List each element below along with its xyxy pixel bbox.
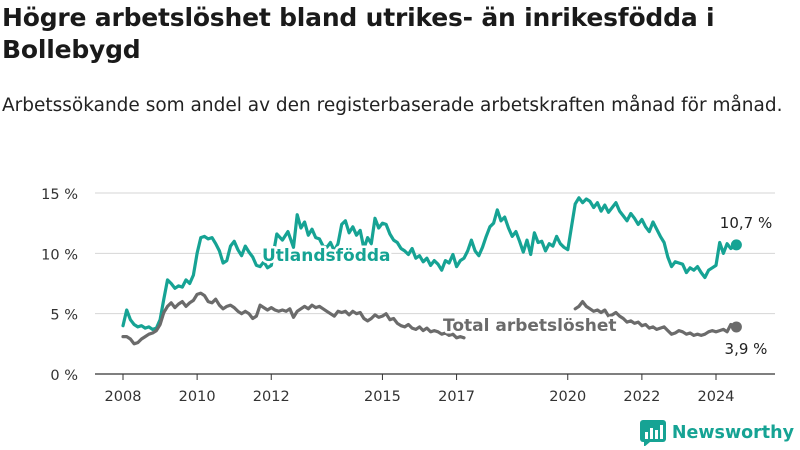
end-value-label-utlandsfodda: 10,7 % bbox=[720, 214, 772, 232]
y-tick-label: 10 % bbox=[41, 247, 78, 263]
series-labels: Utlandsfödda Total arbetslöshet 10,7 % 3,9 … bbox=[260, 212, 775, 360]
series-line-utlandsfodda bbox=[121, 196, 738, 331]
end-point-utlandsfodda bbox=[730, 239, 742, 251]
x-tick-label: 2015 bbox=[364, 389, 401, 405]
y-tick-label: 5 % bbox=[50, 308, 78, 324]
y-axis: 0 % 5 % 10 % 15 % bbox=[41, 187, 78, 384]
y-tick-label: 0 % bbox=[50, 368, 78, 384]
x-tick-label: 2008 bbox=[105, 389, 142, 405]
x-axis: 2008 2010 2012 2015 2017 2020 2022 2024 bbox=[95, 373, 775, 405]
bar-chart-logo-icon bbox=[639, 420, 666, 446]
x-tick-label: 2020 bbox=[549, 389, 586, 405]
series-label-utlandsfodda: Utlandsfödda bbox=[262, 246, 391, 266]
series-label-total: Total arbetslöshet bbox=[443, 316, 617, 336]
end-point-total bbox=[730, 321, 742, 333]
brand-logo: Newsworthy bbox=[639, 418, 794, 448]
x-tick-label: 2012 bbox=[253, 389, 290, 405]
chart-subtitle: Arbetssökande som andel av den registerb… bbox=[2, 95, 783, 116]
x-tick-label: 2017 bbox=[438, 389, 475, 405]
series-line-total bbox=[121, 291, 738, 346]
x-tick-label: 2022 bbox=[623, 389, 660, 405]
chart-title: Högre arbetslöshet bland utrikes- än inr… bbox=[2, 3, 715, 64]
x-tick-label: 2024 bbox=[698, 389, 735, 405]
end-value-label-total: 3,9 % bbox=[725, 340, 768, 358]
series-lines bbox=[121, 196, 742, 346]
grid-lines bbox=[95, 192, 775, 315]
y-tick-label: 15 % bbox=[41, 187, 78, 203]
brand-name: Newsworthy bbox=[671, 423, 794, 443]
x-tick-label: 2010 bbox=[179, 389, 216, 405]
